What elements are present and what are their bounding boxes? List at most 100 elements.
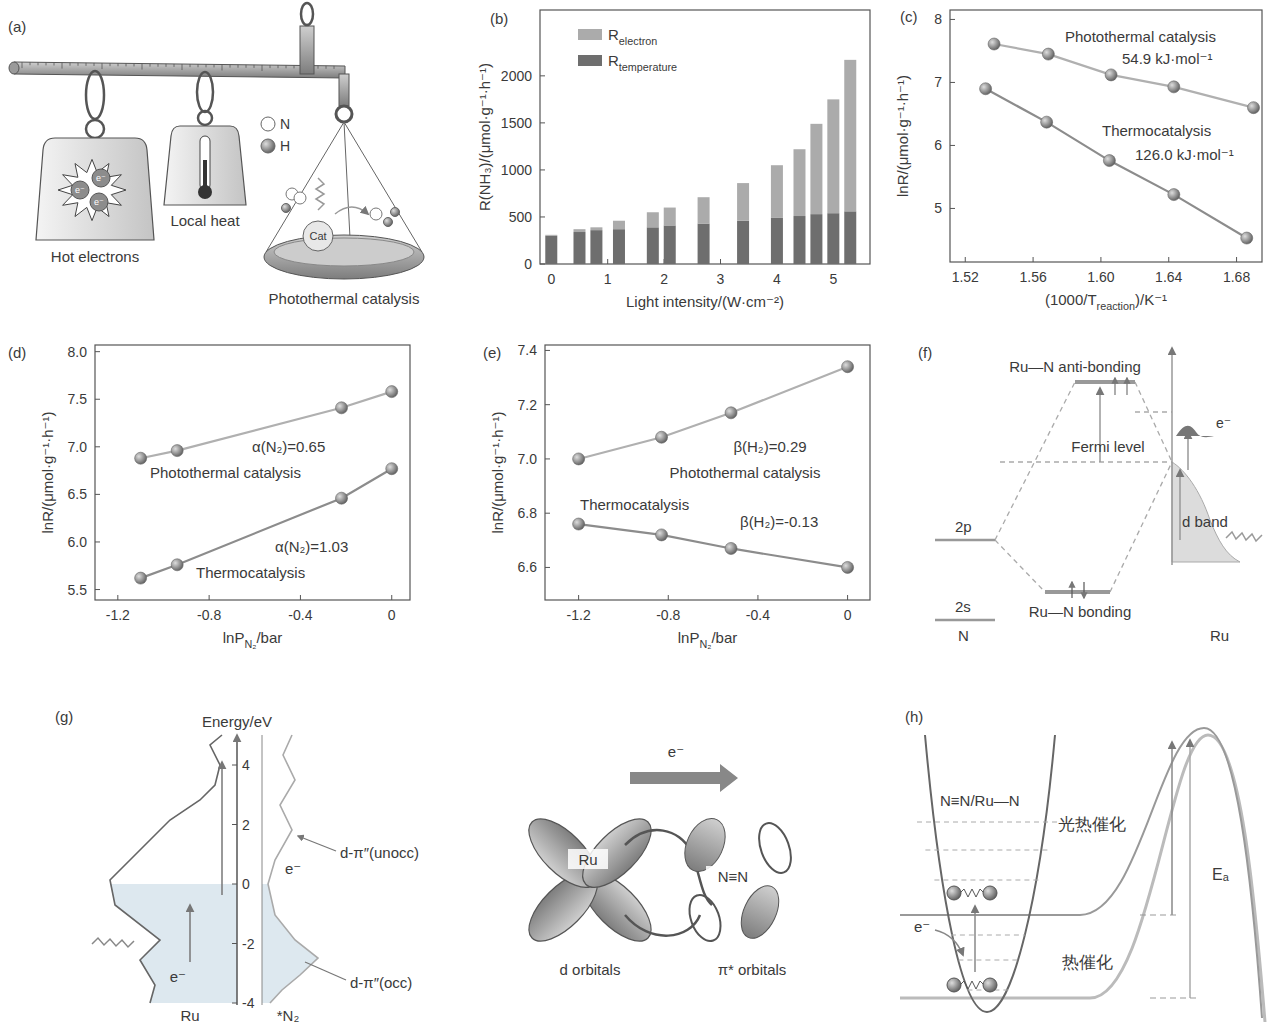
text-part: /bar [256,629,282,646]
weight-label: Photothermal catalysis [269,290,420,307]
key-h [261,139,275,153]
legend-label: Rtemperature [608,52,677,73]
text-part: )/K⁻¹ [1135,291,1167,308]
text-part: lnP [678,629,700,646]
y-tick [95,494,100,495]
label-patch [568,849,608,869]
point [656,431,668,443]
pan [264,235,424,279]
arrow [1126,378,1127,395]
arrow [189,905,191,962]
bar [590,227,602,230]
level-label: 2s [955,598,971,615]
subscript: N₂ [699,638,711,650]
beam-mark [254,65,255,68]
x-tick [578,595,579,600]
photon [1226,532,1262,541]
annotation: 126.0 kJ·mol⁻¹ [1135,146,1234,163]
weight-label: Local heat [170,212,240,229]
bar [573,232,585,264]
dos-n2 [268,735,318,1003]
point [386,463,398,475]
hanger [86,71,104,119]
legend-swatch [578,29,602,40]
y-tick-label: 6.5 [68,486,88,502]
point [1103,155,1115,167]
beam-mark [278,65,279,68]
photon [316,178,324,210]
point [171,445,183,457]
y-tick [545,513,550,514]
tick [232,824,237,825]
y-tick [545,350,550,351]
atom-n [294,192,306,204]
atom-h [384,218,393,227]
arrow [1187,432,1189,470]
x-tick-label: -1.2 [567,607,591,623]
x-tick [847,595,848,600]
dashed-line [1140,915,1180,916]
filled-states [110,884,237,1003]
state-label: d-π″(occ) [350,974,412,991]
x-tick [1168,257,1169,262]
y-tick [540,216,545,217]
bar [793,149,805,216]
panel-label: (g) [55,708,73,725]
bar [647,227,659,264]
y-tick [545,404,550,405]
chart: (e)-1.2-0.8-0.406.66.87.07.27.4lnPN₂/bar… [483,342,870,650]
level-label: Ru—N bonding [1029,603,1132,620]
x-tick [300,595,301,600]
beam-mark [286,65,287,68]
electron [71,181,89,199]
bar [844,60,856,211]
legend: Relectron Rtemperature [578,26,677,73]
x-tick-label: 1.64 [1155,269,1182,285]
x-tick-label: 1 [604,271,612,287]
y-tick-label: 0 [524,256,532,272]
annotation: β(H₂)=0.29 [733,438,806,455]
key-n [261,117,275,131]
data-marks [545,60,856,264]
y-tick-label: 8 [934,11,942,27]
point [1042,48,1054,60]
weight [36,138,154,240]
x-tick [668,595,669,600]
vib-level [925,850,1050,851]
beam-mark [86,63,87,66]
beam-mark [294,65,295,68]
y-tick-label: 6 [934,137,942,153]
atom-n [370,208,382,220]
y-tick-label: 5.5 [68,582,88,598]
chart: (b)0123450500100015002000Light intensity… [476,10,870,310]
d-band [1172,462,1240,562]
point [1248,102,1260,114]
x-tick-label: 0 [547,271,555,287]
axis-line [262,735,263,1005]
bar [771,218,783,264]
beam-mark [38,62,39,65]
tick-label: 0 [242,876,250,892]
x-tick-label: 4 [773,271,781,287]
bar [613,221,625,229]
level-2s [935,619,995,622]
arrow [335,207,368,214]
x-tick [607,259,608,264]
point [1168,81,1180,93]
subscript: electron [619,35,657,47]
hook [339,74,349,106]
x-tick-label: 1.60 [1087,269,1114,285]
beam-mark [102,63,103,69]
electron-label: e⁻ [96,173,106,183]
bar [737,221,749,264]
bar [664,208,676,226]
x-tick-label: 2 [660,271,668,287]
x-tick-label: 0 [844,607,852,623]
y-tick-label: 7.5 [68,391,88,407]
beam-mark [222,65,223,71]
arrow [221,762,223,895]
text-part: R [608,26,619,43]
dashed-line [995,382,1075,540]
point [135,452,147,464]
process-label: 热催化 [1062,953,1113,972]
